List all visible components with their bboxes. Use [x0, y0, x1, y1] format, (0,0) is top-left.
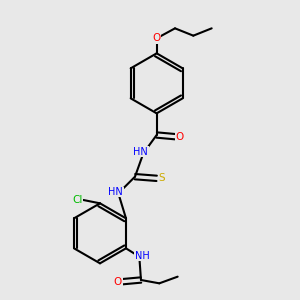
Text: NH: NH [135, 251, 149, 261]
Text: O: O [176, 132, 184, 142]
Text: S: S [158, 173, 165, 183]
Text: O: O [152, 33, 161, 43]
Text: O: O [114, 277, 122, 287]
Text: HN: HN [133, 147, 148, 157]
Text: HN: HN [108, 187, 123, 197]
Text: Cl: Cl [72, 195, 83, 205]
